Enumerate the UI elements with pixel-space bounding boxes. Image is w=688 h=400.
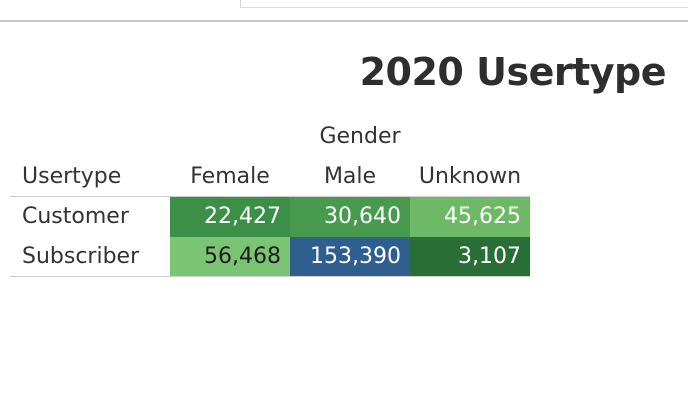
worksheet-title: 2020 Usertype xyxy=(359,50,667,94)
table-cell[interactable]: 56,468 xyxy=(170,237,290,277)
row-field-header[interactable]: Usertype xyxy=(22,164,122,189)
column-header-male[interactable]: Male xyxy=(323,164,377,189)
toolbar-divider-line xyxy=(240,7,688,8)
table-cell[interactable]: 22,427 xyxy=(170,197,290,237)
table-cell[interactable]: 30,640 xyxy=(290,197,410,237)
column-header-unknown[interactable]: Unknown xyxy=(418,164,522,189)
column-header-female[interactable]: Female xyxy=(190,164,270,189)
toolbar-strip xyxy=(0,0,688,22)
toolbar-divider xyxy=(240,0,241,8)
crosstab-table: Gender Usertype Female Male Unknown Cust… xyxy=(10,118,530,278)
row-header-subscriber[interactable]: Subscriber xyxy=(22,244,140,269)
table-cell[interactable]: 45,625 xyxy=(410,197,530,237)
table-bottom-border xyxy=(10,276,530,277)
row-header-customer[interactable]: Customer xyxy=(22,204,129,229)
column-group-header[interactable]: Gender xyxy=(319,124,401,149)
header-divider xyxy=(10,196,530,197)
table-cell[interactable]: 3,107 xyxy=(410,237,530,277)
table-cell[interactable]: 153,390 xyxy=(290,237,410,277)
